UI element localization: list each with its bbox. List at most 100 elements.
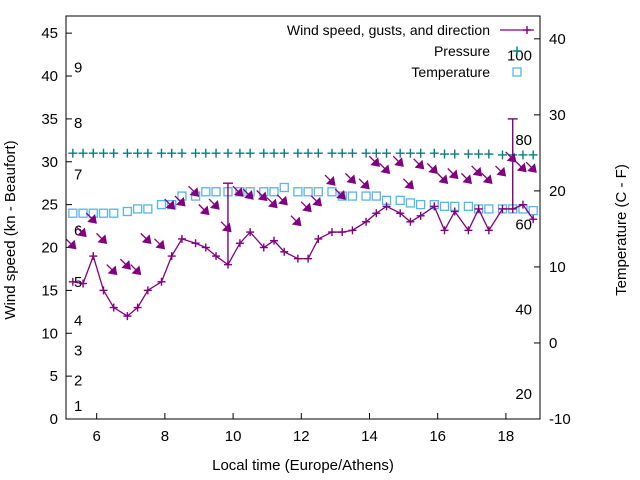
x-tick-label: 18 <box>498 428 515 445</box>
y-tick-label: 30 <box>41 154 58 171</box>
pressure-point <box>416 148 426 158</box>
pressure-point <box>269 148 279 158</box>
wind-speed-point <box>327 228 336 237</box>
beaufort-label: 6 <box>74 222 82 239</box>
legend-item: Temperature <box>411 64 522 80</box>
pressure-point <box>122 148 132 158</box>
wind-direction-arrow-icon <box>232 185 244 197</box>
temperature-point <box>201 187 211 197</box>
pressure-point <box>429 148 439 158</box>
wind-direction-arrow-icon <box>300 201 312 213</box>
temperature-point <box>439 201 450 212</box>
wind-direction-arrow-icon <box>515 161 527 173</box>
wind-speed-point <box>348 226 357 235</box>
y-tick-label: 15 <box>41 282 58 299</box>
wind-direction-arrow-icon <box>413 158 425 170</box>
pressure-point <box>484 149 494 159</box>
pressure-point <box>88 148 98 158</box>
temperature-point <box>98 208 109 218</box>
wind-speed-point <box>474 204 483 213</box>
wind-speed-point <box>416 211 425 220</box>
wind-direction-arrow-icon <box>426 162 438 174</box>
pressure-point <box>303 148 313 158</box>
wind-direction-arrow-icon <box>334 188 346 200</box>
y-tick-label: 5 <box>50 368 58 385</box>
temperature-point <box>327 187 337 197</box>
wind-speed-point <box>464 226 473 235</box>
wind-direction-arrow-icon <box>96 232 108 245</box>
fahrenheit-label: 80 <box>515 132 532 149</box>
temperature-point <box>484 204 494 214</box>
wind-direction-arrow-icon <box>130 264 142 276</box>
y2-tick-label: 40 <box>549 31 566 48</box>
temperature-point <box>279 182 289 193</box>
y-tick-label: 0 <box>50 411 58 428</box>
pressure-point <box>259 148 269 158</box>
wind-direction-arrow-icon <box>392 155 404 167</box>
beaufort-label: 4 <box>74 312 82 329</box>
wind-direction-arrow-icon <box>242 188 254 200</box>
fahrenheit-label: 100 <box>507 48 532 65</box>
wind-direction-arrow-icon <box>154 238 166 250</box>
temperature-point <box>143 204 153 214</box>
x-tick-label: 12 <box>293 428 310 445</box>
wind-gust-bar <box>507 118 518 209</box>
wind-direction-arrow-icon <box>290 215 302 227</box>
temperature-point <box>395 195 405 206</box>
pressure-point <box>223 148 233 158</box>
wind-speed-point <box>293 254 302 263</box>
wind-speed-point <box>167 252 176 261</box>
legend-label: Temperature <box>411 64 490 80</box>
wind-speed-point <box>529 215 538 224</box>
wind-direction-arrow-icon <box>208 198 220 210</box>
temperature-point <box>303 187 313 197</box>
y-tick-label: 25 <box>41 197 58 214</box>
wind-direction-arrow-icon <box>402 178 415 190</box>
wind-speed-point <box>338 228 347 237</box>
wind-speed-point <box>270 236 279 245</box>
temperature-point <box>269 187 279 197</box>
temperature-point <box>463 201 474 212</box>
legend-item: Pressure <box>434 43 522 59</box>
wind-direction-arrow-icon <box>256 190 268 202</box>
wind-direction-arrow-icon <box>495 165 507 177</box>
legend-item: Wind speed, gusts, and direction <box>287 22 534 38</box>
pressure-point <box>405 148 415 158</box>
wind-speed-point <box>123 312 132 321</box>
x-tick-label: 16 <box>429 428 446 445</box>
beaufort-label: 2 <box>74 372 82 389</box>
wind-speed-point <box>143 286 152 295</box>
wind-direction-arrow-icon <box>140 232 152 245</box>
wind-direction-arrow-icon <box>358 178 370 190</box>
wind-speed-point <box>235 239 244 248</box>
pressure-point <box>347 148 357 158</box>
y2-tick-label: 0 <box>549 335 557 352</box>
legend-label: Wind speed, gusts, and direction <box>287 22 490 38</box>
y-tick-label: 20 <box>41 240 58 257</box>
beaufort-label: 9 <box>74 59 82 76</box>
pressure-point <box>361 148 371 158</box>
wind-direction-arrow-icon <box>368 155 380 167</box>
temperature-point <box>347 191 358 201</box>
temperature-point <box>313 187 323 197</box>
temperature-point <box>415 199 426 210</box>
wind-direction-arrow-icon <box>220 221 232 233</box>
y2-axis-title: Temperature (C - F) <box>613 164 630 296</box>
wind-speed-point <box>484 226 493 235</box>
wind-speed-point <box>157 277 166 286</box>
y-tick-label: 45 <box>41 25 58 42</box>
wind-speed-point <box>201 243 210 252</box>
wind-speed-point <box>109 303 118 312</box>
y2-axis-ticks: -10 0 10 20 30 40 <box>534 31 571 428</box>
wind-speed-point <box>498 204 507 213</box>
pressure-point <box>109 148 119 158</box>
beaufort-label: 8 <box>74 115 82 132</box>
wind-direction-arrow-icon <box>460 172 473 184</box>
pressure-point <box>99 148 109 158</box>
wind-direction-arrow-icon <box>106 264 118 276</box>
wind-speed-point <box>79 279 88 288</box>
pressure-point <box>279 148 289 158</box>
wind-speed-point <box>246 228 255 237</box>
wind-direction-arrow-icon <box>310 195 322 207</box>
pressure-point <box>497 150 507 160</box>
